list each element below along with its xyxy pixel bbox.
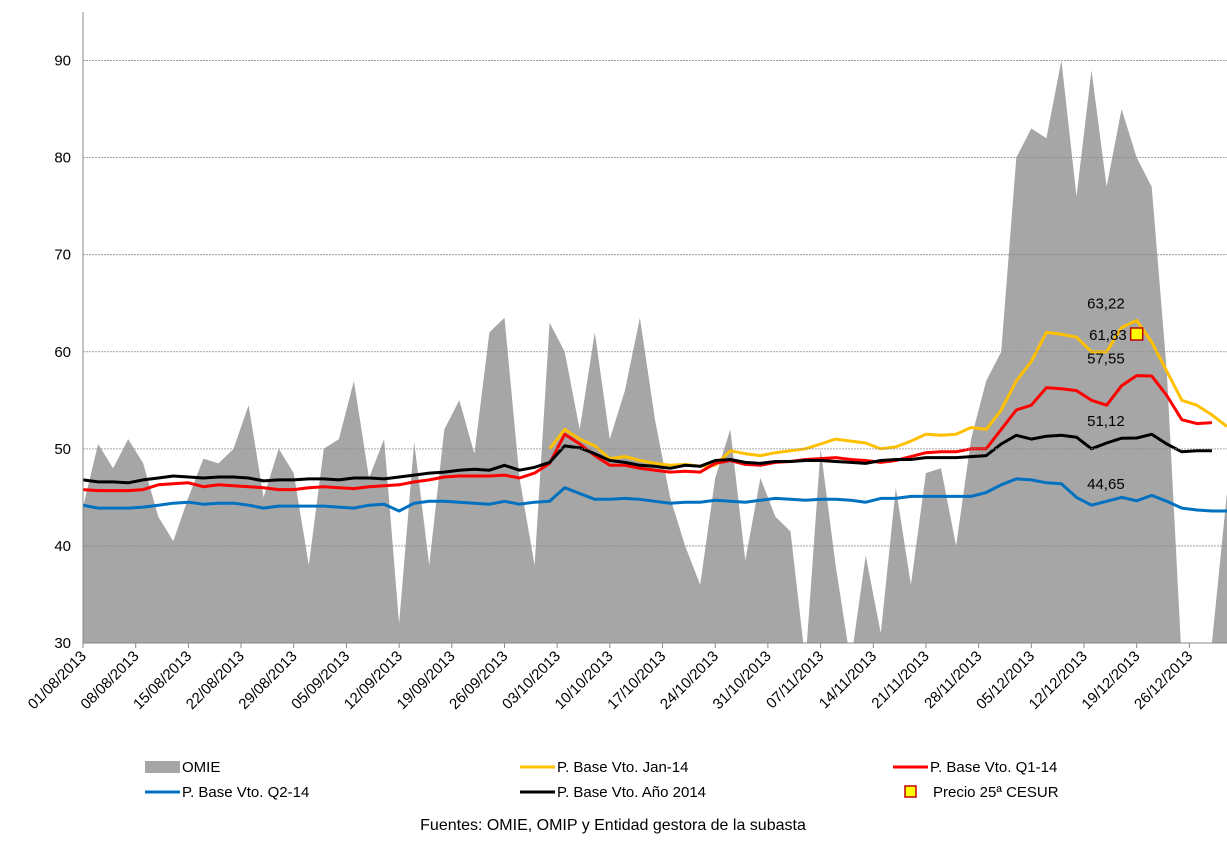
legend-swatch — [904, 785, 917, 798]
omie-area — [83, 60, 1227, 643]
price-line — [83, 432, 1212, 485]
annotation: 44,65 — [1087, 476, 1125, 493]
price-line — [83, 374, 1212, 493]
y-tick-label: 60 — [54, 344, 71, 361]
legend-item: P. Base Vto. Año 2014 — [520, 784, 706, 801]
annotation: 57,55 — [1087, 351, 1125, 368]
legend-swatch — [145, 761, 180, 773]
legend-item: Precio 25ª CESUR — [904, 784, 1059, 801]
price-line — [548, 319, 1227, 468]
y-tick-label: 30 — [54, 635, 71, 652]
plot-area — [83, 60, 1227, 643]
legend-label: OMIE — [182, 759, 220, 776]
legend-item: P. Base Vto. Q1-14 — [893, 759, 1057, 776]
legend-label: P. Base Vto. Q1-14 — [930, 759, 1057, 776]
y-tick-label: 40 — [54, 538, 71, 555]
y-tick-label: 90 — [54, 53, 71, 70]
legend-item: OMIE — [145, 759, 220, 776]
legend-label: P. Base Vto. Q2-14 — [182, 784, 309, 801]
price-line — [83, 477, 1227, 513]
cesur-marker — [1129, 327, 1144, 341]
y-tick-label: 80 — [54, 150, 71, 167]
legend-item: P. Base Vto. Jan-14 — [520, 759, 688, 776]
legend-label: P. Base Vto. Jan-14 — [557, 759, 688, 776]
footnote: Fuentes: OMIE, OMIP y Entidad gestora de… — [420, 817, 806, 834]
legend-label: Precio 25ª CESUR — [933, 784, 1059, 801]
y-tick-label: 50 — [54, 441, 71, 458]
legend-label: P. Base Vto. Año 2014 — [557, 784, 706, 801]
annotation: 51,12 — [1087, 413, 1125, 430]
legend-item: P. Base Vto. Q2-14 — [145, 784, 309, 801]
data-label: 61,83 — [1089, 327, 1127, 344]
annotation: 63,22 — [1087, 296, 1125, 313]
y-tick-label: 70 — [54, 247, 71, 264]
